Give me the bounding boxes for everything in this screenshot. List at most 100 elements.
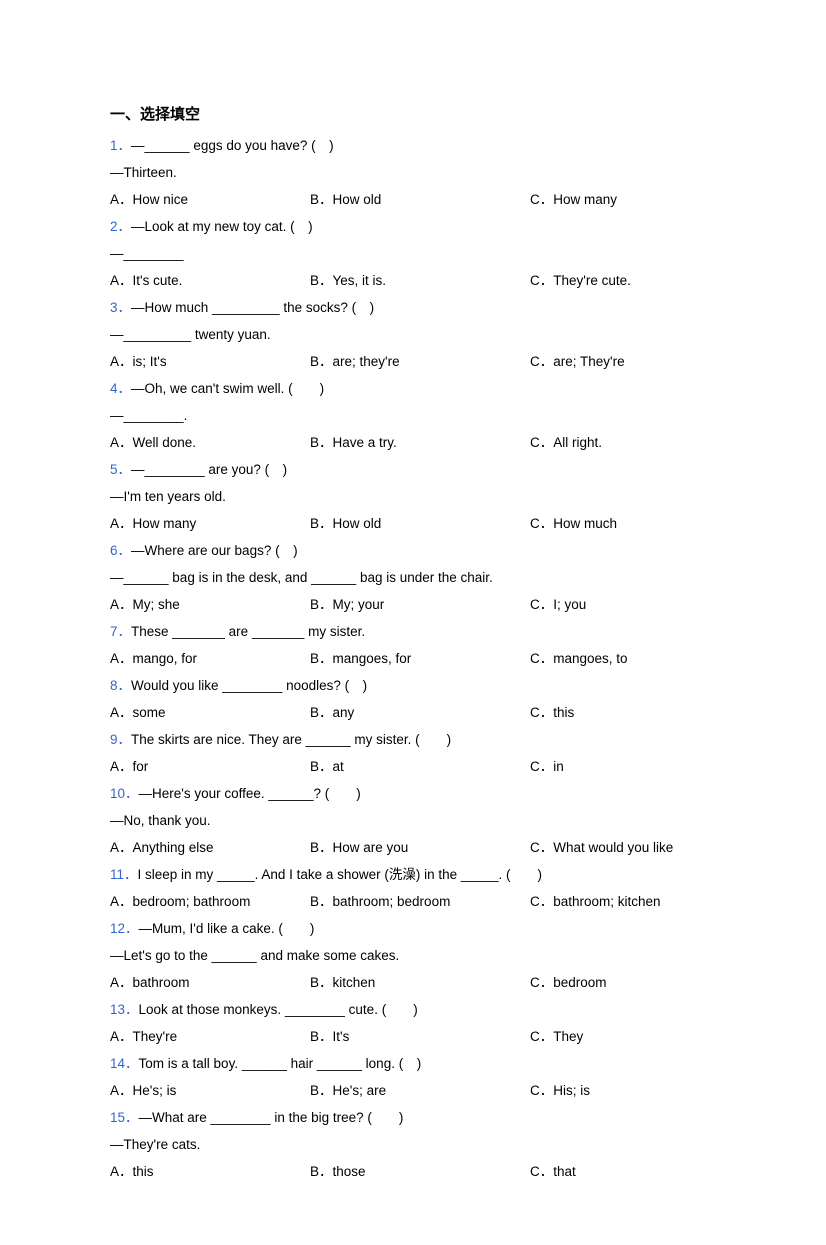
question-number: 3． bbox=[110, 300, 131, 315]
option-b: B．are; they're bbox=[310, 348, 530, 375]
question-text: —How much _________ the socks? ( ) bbox=[131, 300, 374, 315]
question-number: 11． bbox=[110, 867, 138, 882]
question-text: —______ eggs do you have? ( ) bbox=[131, 138, 334, 153]
question-number: 8． bbox=[110, 678, 131, 693]
options-row: A．How niceB．How oldC．How many bbox=[110, 186, 716, 213]
question-number: 13． bbox=[110, 1002, 139, 1017]
option-c: C．His; is bbox=[530, 1077, 716, 1104]
question-stem: 11．I sleep in my _____. And I take a sho… bbox=[110, 861, 716, 888]
question-text: These _______ are _______ my sister. bbox=[131, 624, 365, 639]
question-stem: 2．—Look at my new toy cat. ( ) bbox=[110, 213, 716, 240]
question-extra-line: —Thirteen. bbox=[110, 159, 716, 186]
option-a: A．How nice bbox=[110, 186, 310, 213]
question-stem: 9．The skirts are nice. They are ______ m… bbox=[110, 726, 716, 753]
option-b: B．Yes, it is. bbox=[310, 267, 530, 294]
question-stem: 1．—______ eggs do you have? ( ) bbox=[110, 132, 716, 159]
question-text: Look at those monkeys. ________ cute. ( … bbox=[139, 1002, 418, 1017]
option-b: B．any bbox=[310, 699, 530, 726]
options-row: A．forB．atC．in bbox=[110, 753, 716, 780]
question-text: The skirts are nice. They are ______ my … bbox=[131, 732, 451, 747]
options-row: A．He's; isB．He's; areC．His; is bbox=[110, 1077, 716, 1104]
option-b: B．He's; are bbox=[310, 1077, 530, 1104]
question-extra-line: —________. bbox=[110, 402, 716, 429]
option-a: A．It's cute. bbox=[110, 267, 310, 294]
option-b: B．at bbox=[310, 753, 530, 780]
section-title: 一、选择填空 bbox=[110, 100, 716, 130]
option-c: C．mangoes, to bbox=[530, 645, 716, 672]
option-a: A．They're bbox=[110, 1023, 310, 1050]
question-text: —Mum, I'd like a cake. ( ) bbox=[139, 921, 315, 936]
question-number: 1． bbox=[110, 138, 131, 153]
options-row: A．Well done.B．Have a try.C．All right. bbox=[110, 429, 716, 456]
question-stem: 6．—Where are our bags? ( ) bbox=[110, 537, 716, 564]
option-a: A．He's; is bbox=[110, 1077, 310, 1104]
question-text: —________ are you? ( ) bbox=[131, 462, 287, 477]
option-c: C．this bbox=[530, 699, 716, 726]
question-stem: 14．Tom is a tall boy. ______ hair ______… bbox=[110, 1050, 716, 1077]
options-row: A．bathroomB．kitchenC．bedroom bbox=[110, 969, 716, 996]
option-a: A．My; she bbox=[110, 591, 310, 618]
question-stem: 7．These _______ are _______ my sister. bbox=[110, 618, 716, 645]
option-a: A．this bbox=[110, 1158, 310, 1185]
questions-container: 1．—______ eggs do you have? ( )—Thirteen… bbox=[110, 132, 716, 1185]
question-text: Would you like ________ noodles? ( ) bbox=[131, 678, 367, 693]
options-row: A．someB．anyC．this bbox=[110, 699, 716, 726]
question-extra-line: —I'm ten years old. bbox=[110, 483, 716, 510]
question-number: 14． bbox=[110, 1056, 139, 1071]
option-c: C．They bbox=[530, 1023, 716, 1050]
options-row: A．Anything elseB．How are youC．What would… bbox=[110, 834, 716, 861]
question-text: Tom is a tall boy. ______ hair ______ lo… bbox=[139, 1056, 422, 1071]
option-c: C．They're cute. bbox=[530, 267, 716, 294]
options-row: A．My; sheB．My; yourC．I; you bbox=[110, 591, 716, 618]
option-c: C．in bbox=[530, 753, 716, 780]
option-b: B．mangoes, for bbox=[310, 645, 530, 672]
question-number: 5． bbox=[110, 462, 131, 477]
option-a: A．How many bbox=[110, 510, 310, 537]
option-a: A．for bbox=[110, 753, 310, 780]
option-c: C．are; They're bbox=[530, 348, 716, 375]
question-stem: 12．—Mum, I'd like a cake. ( ) bbox=[110, 915, 716, 942]
option-c: C．What would you like bbox=[530, 834, 716, 861]
option-b: B．How old bbox=[310, 186, 530, 213]
option-b: B．How are you bbox=[310, 834, 530, 861]
option-a: A．mango, for bbox=[110, 645, 310, 672]
question-stem: 4．—Oh, we can't swim well. ( ) bbox=[110, 375, 716, 402]
option-a: A．bedroom; bathroom bbox=[110, 888, 310, 915]
question-text: —Where are our bags? ( ) bbox=[131, 543, 298, 558]
question-stem: 5．—________ are you? ( ) bbox=[110, 456, 716, 483]
question-number: 15． bbox=[110, 1110, 139, 1125]
question-text: —Here's your coffee. ______? ( ) bbox=[139, 786, 361, 801]
question-text: —Look at my new toy cat. ( ) bbox=[131, 219, 313, 234]
question-extra-line: —They're cats. bbox=[110, 1131, 716, 1158]
option-c: C．bedroom bbox=[530, 969, 716, 996]
option-b: B．kitchen bbox=[310, 969, 530, 996]
question-extra-line: —_________ twenty yuan. bbox=[110, 321, 716, 348]
question-extra-line: —________ bbox=[110, 240, 716, 267]
option-c: C．All right. bbox=[530, 429, 716, 456]
option-b: B．It's bbox=[310, 1023, 530, 1050]
option-a: A．is; It's bbox=[110, 348, 310, 375]
worksheet-page: 一、选择填空 1．—______ eggs do you have? ( )—T… bbox=[0, 0, 826, 1245]
question-number: 7． bbox=[110, 624, 131, 639]
option-c: C．How many bbox=[530, 186, 716, 213]
option-a: A．Well done. bbox=[110, 429, 310, 456]
question-stem: 8．Would you like ________ noodles? ( ) bbox=[110, 672, 716, 699]
option-a: A．Anything else bbox=[110, 834, 310, 861]
option-b: B．My; your bbox=[310, 591, 530, 618]
question-stem: 10．—Here's your coffee. ______? ( ) bbox=[110, 780, 716, 807]
question-stem: 3．—How much _________ the socks? ( ) bbox=[110, 294, 716, 321]
option-b: B．How old bbox=[310, 510, 530, 537]
question-extra-line: —Let's go to the ______ and make some ca… bbox=[110, 942, 716, 969]
options-row: A．thisB．thoseC．that bbox=[110, 1158, 716, 1185]
options-row: A．How manyB．How oldC．How much bbox=[110, 510, 716, 537]
question-text: —Oh, we can't swim well. ( ) bbox=[131, 381, 324, 396]
options-row: A．It's cute.B．Yes, it is.C．They're cute. bbox=[110, 267, 716, 294]
option-b: B．Have a try. bbox=[310, 429, 530, 456]
option-a: A．bathroom bbox=[110, 969, 310, 996]
question-stem: 15．—What are ________ in the big tree? (… bbox=[110, 1104, 716, 1131]
options-row: A．mango, forB．mangoes, forC．mangoes, to bbox=[110, 645, 716, 672]
option-b: B．those bbox=[310, 1158, 530, 1185]
options-row: A．They'reB．It'sC．They bbox=[110, 1023, 716, 1050]
option-c: C．bathroom; kitchen bbox=[530, 888, 716, 915]
option-c: C．that bbox=[530, 1158, 716, 1185]
